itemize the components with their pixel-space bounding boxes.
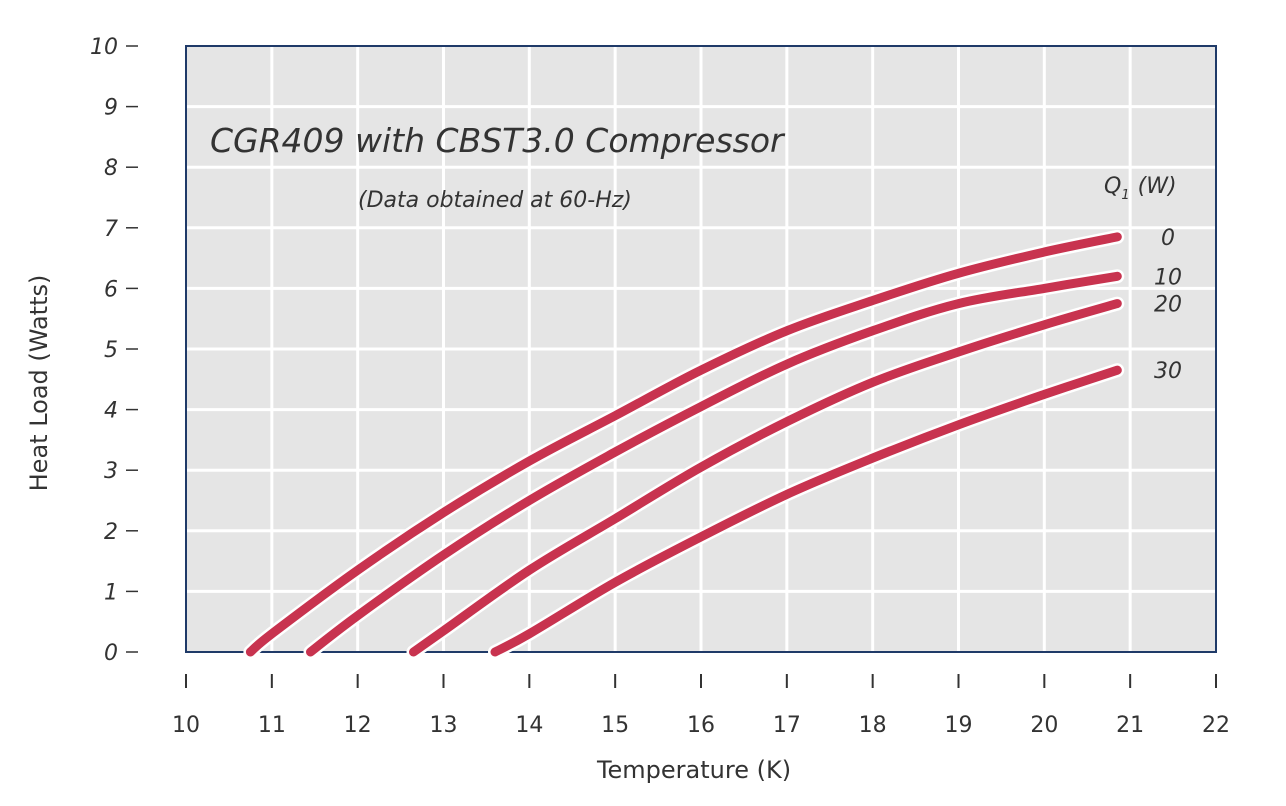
plot-frame	[185, 45, 1217, 653]
y-axis: 0 1 2 3 4 5 6 7 8 9 10	[90, 35, 138, 666]
y-tick-label: 4	[104, 399, 118, 424]
series-label: 10	[1154, 265, 1182, 290]
series-group	[243, 229, 1125, 659]
series-label: 30	[1154, 359, 1182, 384]
y-tick-label: 2	[104, 520, 118, 545]
y-tick-label: 8	[104, 156, 118, 181]
legend-title-unit: (W)	[1138, 174, 1177, 199]
chart-subtitle: (Data obtained at 60-Hz)	[358, 188, 632, 213]
legend-title-subscript: 1	[1121, 188, 1129, 203]
x-tick-label: 17	[773, 713, 801, 738]
x-tick-label: 15	[601, 713, 629, 738]
legend-title-main: Q	[1104, 174, 1121, 199]
x-tick-label: 13	[430, 713, 458, 738]
y-tick-label: 9	[104, 96, 118, 121]
y-tick-label: 7	[104, 217, 118, 242]
x-axis: 10 11 12 13 14 15 16 17 18 19 20 21 22	[172, 674, 1230, 738]
legend-title: Q1 (W)	[1104, 174, 1177, 203]
series-line	[245, 232, 1122, 657]
x-tick-label: 11	[258, 713, 286, 738]
x-tick-label: 16	[687, 713, 715, 738]
x-tick-label: 22	[1202, 713, 1230, 738]
y-tick-label: 6	[104, 277, 118, 302]
y-tick-label: 10	[90, 35, 118, 60]
series-line	[409, 299, 1122, 657]
series-line	[490, 365, 1122, 657]
x-tick-label: 14	[515, 713, 543, 738]
series-line	[306, 271, 1122, 657]
x-tick-label: 20	[1030, 713, 1058, 738]
y-tick-label: 1	[104, 580, 118, 605]
series-label: 20	[1154, 293, 1182, 318]
series-labels: 0 10 20 30	[1154, 226, 1182, 384]
y-tick-label: 5	[104, 338, 118, 363]
y-tick-label: 0	[104, 641, 118, 666]
x-tick-label: 19	[945, 713, 973, 738]
chart-title: CGR409 with CBST3.0 Compressor	[210, 121, 786, 160]
x-axis-label: Temperature (K)	[596, 756, 791, 784]
series-label: 0	[1161, 226, 1175, 251]
x-tick-label: 12	[344, 713, 372, 738]
x-tick-label: 18	[859, 713, 887, 738]
y-tick-label: 3	[104, 459, 118, 484]
x-tick-label: 21	[1116, 713, 1144, 738]
y-axis-label: Heat Load (Watts)	[25, 275, 53, 492]
x-tick-label: 10	[172, 713, 200, 738]
